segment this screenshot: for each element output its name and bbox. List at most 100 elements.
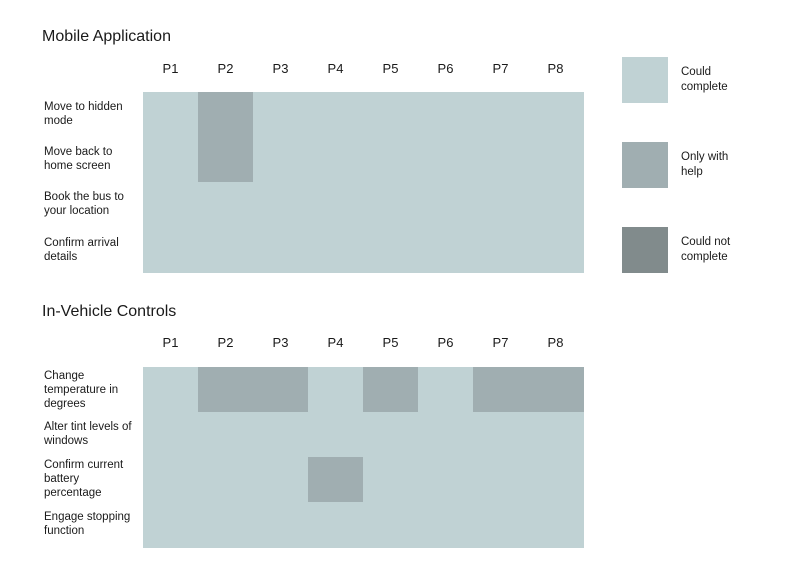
heatmap-cell-could <box>528 92 584 138</box>
task-label: Confirm arrival details <box>44 236 144 264</box>
task-label-line: Move to hidden <box>44 100 144 114</box>
heatmap-cell-could <box>253 92 309 138</box>
task-label: Book the bus to your location <box>44 190 144 218</box>
task-label-line: mode <box>44 114 144 128</box>
heatmap-cell-could <box>473 182 529 228</box>
task-label: Alter tint levels of windows <box>44 420 144 448</box>
heatmap-cell-could <box>253 227 309 273</box>
heatmap-cell-could <box>198 502 254 548</box>
heatmap-cell-could <box>418 457 474 503</box>
heatmap-cell-could <box>308 367 364 413</box>
heatmap-cell-could <box>198 182 254 228</box>
heatmap-cell-help <box>253 367 309 413</box>
participant-label: P2 <box>198 335 253 350</box>
heatmap-cell-could <box>253 137 309 183</box>
participant-label: P7 <box>473 61 528 76</box>
participant-label: P6 <box>418 335 473 350</box>
task-label: Engage stopping function <box>44 510 144 538</box>
legend-label-line: Could not <box>681 235 761 250</box>
task-label-line: Move back to <box>44 145 144 159</box>
participant-label: P1 <box>143 335 198 350</box>
heatmap-cell-could <box>143 137 199 183</box>
legend-label-line: help <box>681 165 761 180</box>
task-label-line: Change <box>44 369 144 383</box>
heatmap-cell-help <box>198 92 254 138</box>
heatmap-cell-help <box>528 367 584 413</box>
heatmap-cell-could <box>198 227 254 273</box>
task-label-line: degrees <box>44 397 144 411</box>
heatmap-cell-could <box>143 92 199 138</box>
task-label-line: temperature in <box>44 383 144 397</box>
participant-label: P6 <box>418 61 473 76</box>
heatmap-cell-help <box>363 367 419 413</box>
heatmap-cell-could <box>473 412 529 458</box>
task-label-line: Book the bus to <box>44 190 144 204</box>
heatmap-cell-could <box>143 367 199 413</box>
heatmap-cell-could <box>308 227 364 273</box>
task-label-line: function <box>44 524 144 538</box>
heatmap-cell-could <box>528 227 584 273</box>
task-label: Move back to home screen <box>44 145 144 173</box>
heatmap-cell-could <box>363 92 419 138</box>
legend-label-line: Only with <box>681 150 761 165</box>
heatmap-cell-could <box>418 92 474 138</box>
heatmap-cell-could <box>143 182 199 228</box>
task-label-line: Alter tint levels of <box>44 420 144 434</box>
heatmap-cell-could <box>143 227 199 273</box>
legend-label-line: complete <box>681 80 761 95</box>
heatmap-cell-could <box>418 227 474 273</box>
heatmap-cell-could <box>253 502 309 548</box>
task-label-line: percentage <box>44 486 144 500</box>
heatmap-cell-could <box>253 412 309 458</box>
heatmap-cell-could <box>418 367 474 413</box>
legend-swatch-help <box>622 142 668 188</box>
heatmap-cell-could <box>143 502 199 548</box>
task-label-line: Confirm arrival <box>44 236 144 250</box>
heatmap-cell-could <box>308 412 364 458</box>
participant-label: P5 <box>363 61 418 76</box>
heatmap-cell-could <box>473 137 529 183</box>
heatmap-cell-help <box>198 367 254 413</box>
heatmap-cell-could <box>418 412 474 458</box>
heatmap-cell-could <box>198 412 254 458</box>
heatmap-cell-could <box>528 137 584 183</box>
heatmap-cell-could <box>253 457 309 503</box>
heatmap-cell-could <box>253 182 309 228</box>
heatmap-cell-could <box>308 92 364 138</box>
participant-label: P7 <box>473 335 528 350</box>
heatmap-cell-could <box>308 137 364 183</box>
heatmap-cell-could <box>528 412 584 458</box>
legend-label-line: Could <box>681 65 761 80</box>
chart-title: Mobile Application <box>42 28 171 46</box>
heatmap-cell-could <box>143 412 199 458</box>
heatmap-cell-could <box>528 182 584 228</box>
heatmap-cell-could <box>528 502 584 548</box>
heatmap-cell-could <box>473 457 529 503</box>
task-label-line: Confirm current <box>44 458 144 472</box>
heatmap-cell-could <box>363 137 419 183</box>
participant-label: P4 <box>308 61 363 76</box>
task-label-line: home screen <box>44 159 144 173</box>
legend-swatch-cannot <box>622 227 668 273</box>
heatmap-cell-could <box>473 227 529 273</box>
task-label-line: Engage stopping <box>44 510 144 524</box>
participant-label: P1 <box>143 61 198 76</box>
chart-title: In-Vehicle Controls <box>42 303 176 321</box>
heatmap-cell-could <box>308 182 364 228</box>
legend-label: Could complete <box>681 65 761 94</box>
heatmap-cell-could <box>143 457 199 503</box>
heatmap-cell-could <box>363 502 419 548</box>
heatmap-cell-could <box>418 182 474 228</box>
legend-label: Could not complete <box>681 235 761 264</box>
heatmap-cell-could <box>363 457 419 503</box>
heatmap-cell-could <box>198 457 254 503</box>
heatmap-cell-could <box>363 412 419 458</box>
heatmap-cell-help <box>308 457 364 503</box>
legend-label: Only with help <box>681 150 761 179</box>
heatmap-cell-could <box>473 502 529 548</box>
task-label-line: details <box>44 250 144 264</box>
heatmap-cell-could <box>418 137 474 183</box>
task-label-line: windows <box>44 434 144 448</box>
participant-label: P8 <box>528 335 583 350</box>
legend-label-line: complete <box>681 250 761 265</box>
